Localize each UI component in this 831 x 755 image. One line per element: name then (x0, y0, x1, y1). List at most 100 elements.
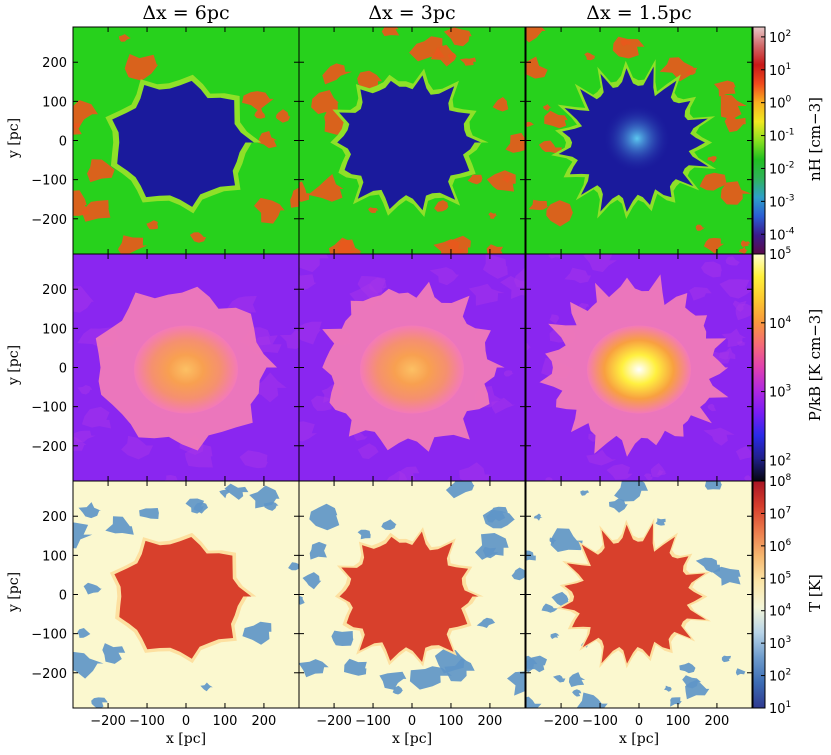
clump (302, 572, 322, 590)
clump (699, 172, 730, 191)
clump (276, 109, 291, 123)
clump (528, 199, 550, 211)
clump (679, 662, 696, 674)
clump (83, 582, 102, 595)
clump (344, 658, 367, 676)
clump (409, 36, 446, 62)
clump (620, 39, 633, 47)
clump (701, 261, 722, 278)
clump (357, 70, 383, 89)
xtick-label: 100 (213, 714, 238, 729)
clump (73, 651, 104, 679)
clump (398, 466, 420, 481)
xtick-label: −100 (129, 714, 165, 729)
clump (311, 90, 339, 115)
colorbar-tick-label-density-4: 10-2 (769, 160, 795, 177)
clump (117, 235, 148, 254)
clump (737, 341, 747, 346)
clump (299, 274, 317, 292)
colorbar-tick-label-density-0: 102 (769, 29, 791, 46)
clump (254, 108, 266, 119)
xtick-label: 200 (705, 714, 730, 729)
clump (720, 95, 747, 120)
clump (73, 430, 96, 443)
clump (433, 239, 465, 254)
colorbar-tick-label-density-1: 101 (769, 62, 791, 79)
column-title-1: Δx = 6pc (142, 2, 230, 24)
clump (657, 469, 667, 476)
clump (526, 27, 546, 43)
clump (73, 286, 94, 313)
clump (659, 57, 694, 82)
clump (299, 421, 317, 442)
clump (526, 56, 548, 79)
colorbar-tick-label-pressure-0: 105 (769, 246, 791, 263)
clump (239, 450, 268, 469)
clump (553, 675, 566, 683)
clump (251, 372, 287, 403)
clump (545, 477, 553, 481)
clump (500, 275, 525, 299)
colorbar-label-density: nH [cm−3] (806, 97, 824, 181)
panel-grid (72, 26, 753, 709)
clump (121, 435, 154, 460)
clump (578, 303, 590, 311)
clump (476, 617, 496, 628)
clump (309, 541, 327, 560)
clump (550, 632, 560, 639)
ytick-label: 0 (59, 589, 67, 604)
panel-r2-c3 (526, 254, 752, 481)
clump (254, 197, 285, 224)
ylabel-row-2: y [pc] (6, 344, 22, 386)
clump (139, 508, 159, 519)
clump (548, 254, 565, 259)
ylabel-row-3: y [pc] (6, 571, 22, 613)
clump (443, 27, 472, 47)
colorbar-tick-label-density-2: 100 (769, 95, 792, 112)
bubble (337, 75, 482, 211)
xtick-label: 200 (252, 714, 277, 729)
clump (369, 277, 386, 294)
clump (482, 254, 508, 279)
panel-r3-c2 (299, 481, 525, 708)
clump (609, 498, 628, 513)
xtick-label: −200 (90, 714, 126, 729)
xtick-label: −100 (582, 714, 618, 729)
clump (651, 463, 665, 478)
clump (124, 54, 159, 81)
clump (288, 562, 299, 571)
clump (583, 254, 617, 273)
ytick-label: 200 (42, 510, 67, 525)
clump (685, 67, 698, 75)
clump (467, 174, 483, 185)
panel-r3-c1 (73, 481, 299, 708)
clump (445, 481, 475, 499)
clump (308, 174, 344, 202)
clump (568, 672, 586, 687)
clump (381, 27, 400, 37)
clump (703, 427, 735, 446)
colorbar-pressure (752, 253, 766, 482)
clump (712, 566, 741, 586)
xtick-label: 0 (408, 714, 416, 729)
ytick-label: 0 (59, 362, 67, 377)
colorbar-tick-label-temperature-3: 105 (769, 570, 791, 587)
colorbar-tick-label-temperature-5: 103 (769, 635, 791, 652)
clump (488, 212, 498, 219)
clump (73, 100, 98, 129)
clump (735, 446, 752, 461)
ytick-label: −100 (31, 628, 67, 643)
clump (718, 347, 736, 360)
xtick-label: 0 (635, 714, 643, 729)
clump (538, 140, 563, 154)
panel-r1-c2 (299, 27, 525, 254)
clump (189, 232, 207, 243)
clump (81, 200, 111, 222)
xlabel-col-1: x [pc] (165, 731, 207, 747)
clump (721, 328, 747, 348)
clump (386, 470, 408, 481)
xtick-label: 0 (182, 714, 190, 729)
clump (664, 685, 672, 692)
clump (685, 679, 710, 700)
